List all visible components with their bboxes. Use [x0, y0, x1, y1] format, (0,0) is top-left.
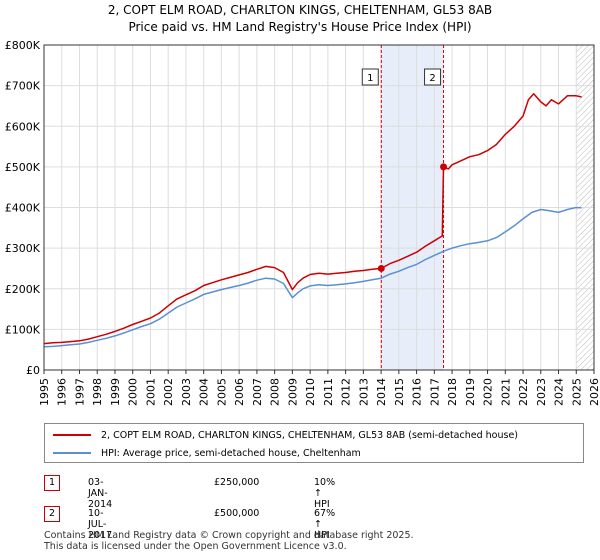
legend-swatch-hpi [53, 452, 91, 454]
x-tick-label: 2003 [180, 378, 193, 406]
x-tick-label: 2020 [482, 378, 495, 406]
chart-title: 2, COPT ELM ROAD, CHARLTON KINGS, CHELTE… [107, 3, 493, 17]
property-series-line [43, 93, 582, 345]
x-tick-label: 2006 [233, 378, 246, 406]
legend-swatch-property [53, 434, 91, 436]
x-tick-label: 2000 [127, 378, 140, 406]
x-tick-label: 2026 [588, 378, 600, 406]
legend-label-property: 2, COPT ELM ROAD, CHARLTON KINGS, CHELTE… [101, 429, 518, 441]
sale-date: 03-JAN-2014 [88, 477, 113, 510]
x-tick-label: 2008 [269, 378, 282, 406]
x-tick-label: 1999 [109, 378, 122, 406]
x-tick-label: 2021 [499, 378, 512, 406]
x-tick-label: 2011 [322, 378, 335, 406]
x-tick-label: 2014 [375, 378, 388, 406]
price-chart: £0 £100K £200K £300K £400K £500K £600K £700K £80… [5, 39, 600, 406]
x-tick-label: 2001 [144, 378, 157, 406]
x-tick-label: 2002 [162, 378, 175, 406]
y-tick-label: £500K [5, 161, 41, 174]
x-tick-label: 2005 [215, 378, 228, 406]
x-tick-label: 2019 [464, 378, 477, 406]
footer-licence: This data is licensed under the Open Gov… [44, 541, 347, 552]
x-tick-label: 2017 [428, 378, 441, 406]
sale-price: £250,000 [214, 477, 260, 488]
legend-item-property: 2, COPT ELM ROAD, CHARLTON KINGS, CHELTE… [53, 427, 518, 443]
sale-badge-label: 1 [367, 73, 373, 84]
x-tick-label: 1998 [91, 378, 104, 406]
y-tick-label: £400K [5, 202, 41, 215]
sale-hpi-change: 10% ↑ HPI [314, 477, 336, 510]
plot-frame [43, 44, 595, 371]
y-tick-label: £200K [5, 283, 41, 296]
sale-price: £500,000 [214, 508, 260, 519]
sale-date: 10-JUL-2017 [88, 508, 113, 541]
sale-badge-box [424, 68, 442, 86]
x-tick-label: 2018 [446, 378, 459, 406]
y-tick-label: £0 [26, 364, 40, 377]
sale-badge-box [361, 68, 379, 86]
x-tick-label: 2024 [553, 378, 566, 406]
legend-item-hpi: HPI: Average price, semi-detached house,… [53, 445, 361, 461]
x-tick-label: 2023 [535, 378, 548, 406]
sale-hpi-change: 67% ↑ HPI [314, 508, 336, 541]
sale-badge: 1 [44, 475, 60, 491]
x-tick-label: 2016 [411, 378, 424, 406]
sale-badge-label: 2 [429, 73, 435, 84]
x-tick-label: 2010 [304, 378, 317, 406]
footer: Contains HM Land Registry data © Crown c… [44, 530, 414, 552]
x-tick-label: 1997 [73, 378, 86, 406]
y-tick-label: £700K [5, 80, 41, 93]
y-tick-label: £600K [5, 120, 41, 133]
chart-subtitle: Price paid vs. HM Land Registry's House … [128, 20, 472, 34]
y-tick-label: £300K [5, 242, 41, 255]
hpi-series-line [43, 206, 582, 348]
footer-copyright: Contains HM Land Registry data © Crown c… [44, 530, 414, 541]
legend: 2, COPT ELM ROAD, CHARLTON KINGS, CHELTE… [44, 423, 584, 463]
sale-point [440, 163, 448, 171]
x-tick-label: 2013 [357, 378, 370, 406]
x-tick-label: 1995 [38, 378, 51, 406]
x-tick-label: 1996 [56, 378, 69, 406]
sale-badge: 2 [44, 506, 60, 522]
x-tick-label: 2009 [286, 378, 299, 406]
x-tick-label: 2012 [340, 378, 353, 406]
x-tick-label: 2025 [570, 378, 583, 406]
x-tick-label: 2004 [198, 378, 211, 406]
y-tick-label: £800K [5, 39, 41, 52]
x-tick-label: 2022 [517, 378, 530, 406]
chart-title-block: 2, COPT ELM ROAD, CHARLTON KINGS, CHELTE… [0, 2, 600, 36]
legend-label-hpi: HPI: Average price, semi-detached house,… [101, 447, 361, 459]
y-tick-label: £100K [5, 323, 41, 336]
x-tick-label: 2015 [393, 378, 406, 406]
sale-point [377, 264, 385, 272]
x-tick-label: 2007 [251, 378, 264, 406]
